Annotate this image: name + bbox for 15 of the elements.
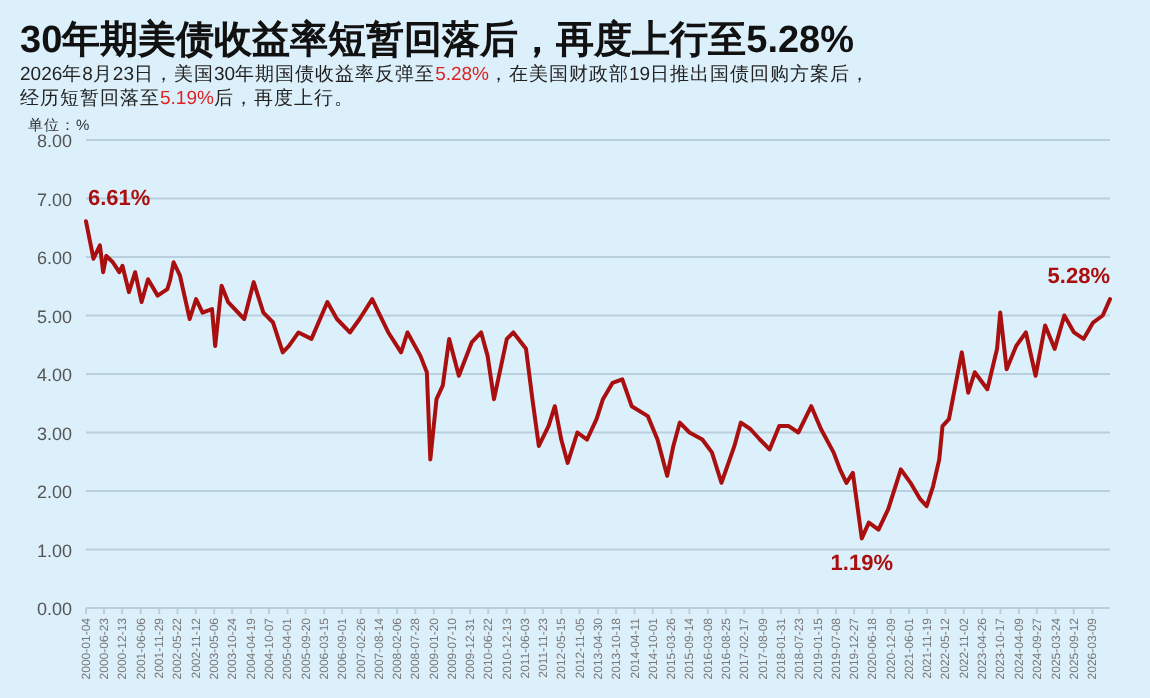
y-tick-label: 6.00 (36, 248, 72, 268)
y-tick-label: 7.00 (36, 189, 72, 210)
y-tick-label: 2.00 (36, 482, 72, 502)
text: 2026年8月23日，美国30年期国债收益率反弹至5.28%，在美国财政部19日推出国债回购方案后，经历短暂回落至5.19%后，再度上行。 (20, 64, 871, 110)
y-tick-label: 3.00 (36, 423, 72, 444)
y-tick-label: 8.00 (36, 131, 72, 151)
annotation: 6.61% (88, 187, 151, 212)
chart-title: 30年期美债收益率短暂回落后，再度上行至5.28% (20, 18, 855, 62)
line-series (84, 219, 1112, 541)
y-tick-label: 0.00 (36, 599, 72, 619)
y-tick-label: 5.00 (36, 306, 72, 327)
annotation: 5.28% (1047, 265, 1111, 290)
y-tick-label: 4.00 (36, 365, 72, 385)
y-tick-label: 1.00 (36, 540, 72, 561)
annotation: 1.19% (830, 552, 894, 577)
